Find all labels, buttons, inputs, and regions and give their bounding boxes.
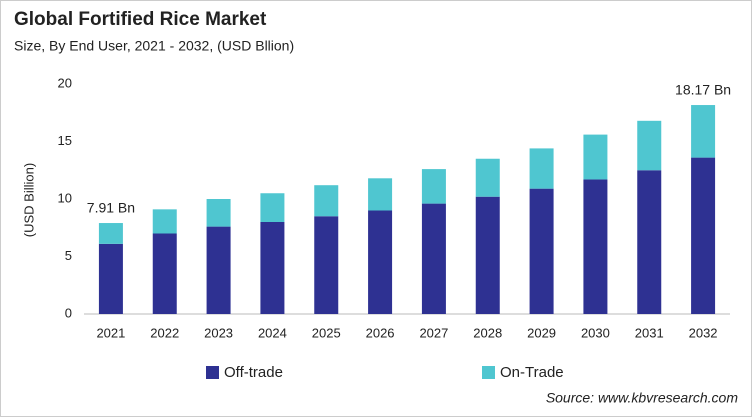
legend-swatch xyxy=(482,366,495,379)
x-tick-label: 2022 xyxy=(150,325,179,340)
bar-segment xyxy=(260,222,285,314)
y-tick-label: 5 xyxy=(65,248,72,263)
x-tick-label: 2025 xyxy=(312,325,341,340)
bar-segment xyxy=(691,157,716,314)
chart-title: Global Fortified Rice Market xyxy=(14,9,267,30)
x-tick-label: 2021 xyxy=(96,325,125,340)
x-tick-label: 2030 xyxy=(581,325,610,340)
legend-swatch xyxy=(206,366,219,379)
bar-segment xyxy=(691,105,716,158)
bar-segment xyxy=(98,243,123,314)
legend-label: Off-trade xyxy=(224,364,283,381)
bar-segment xyxy=(475,196,500,314)
bar-segment xyxy=(260,193,285,222)
bar-segment xyxy=(152,209,177,234)
bar-segment xyxy=(421,169,446,204)
annotation: 7.91 Bn xyxy=(87,200,135,216)
x-tick-label: 2026 xyxy=(366,325,395,340)
x-tick-label: 2027 xyxy=(419,325,448,340)
source: Source: www.kbvresearch.com xyxy=(546,390,739,406)
bar-segment xyxy=(475,158,500,197)
x-tick-label: 2031 xyxy=(635,325,664,340)
bar-segment xyxy=(583,134,608,180)
bar-segment xyxy=(583,179,608,314)
y-axis-label: (USD Billion) xyxy=(21,163,36,237)
y-tick-label: 15 xyxy=(58,133,72,148)
bar-segment xyxy=(206,199,231,227)
chart-subtitle: Size, By End User, 2021 - 2032, (USD Bll… xyxy=(14,38,294,54)
legend-label: On-Trade xyxy=(500,364,564,381)
x-tick-label: 2028 xyxy=(473,325,502,340)
bar-segment xyxy=(529,148,554,189)
bar-segment xyxy=(368,178,393,211)
y-tick-label: 20 xyxy=(58,75,72,90)
bar-segment xyxy=(637,120,662,171)
bar-segment xyxy=(421,203,446,314)
bar-segment xyxy=(368,210,393,314)
x-tick-label: 2032 xyxy=(689,325,718,340)
x-tick-label: 2024 xyxy=(258,325,287,340)
x-tick-label: 2023 xyxy=(204,325,233,340)
bar-segment xyxy=(152,233,177,314)
bar-segment xyxy=(314,185,339,217)
bar-segment xyxy=(529,188,554,314)
bar-segment xyxy=(98,223,123,244)
bar-segment xyxy=(637,170,662,314)
annotation: 18.17 Bn xyxy=(675,82,731,98)
y-tick-label: 10 xyxy=(58,190,72,205)
x-tick-label: 2029 xyxy=(527,325,556,340)
bar-segment xyxy=(314,216,339,314)
y-tick-label: 0 xyxy=(65,305,72,320)
bar-segment xyxy=(206,226,231,314)
